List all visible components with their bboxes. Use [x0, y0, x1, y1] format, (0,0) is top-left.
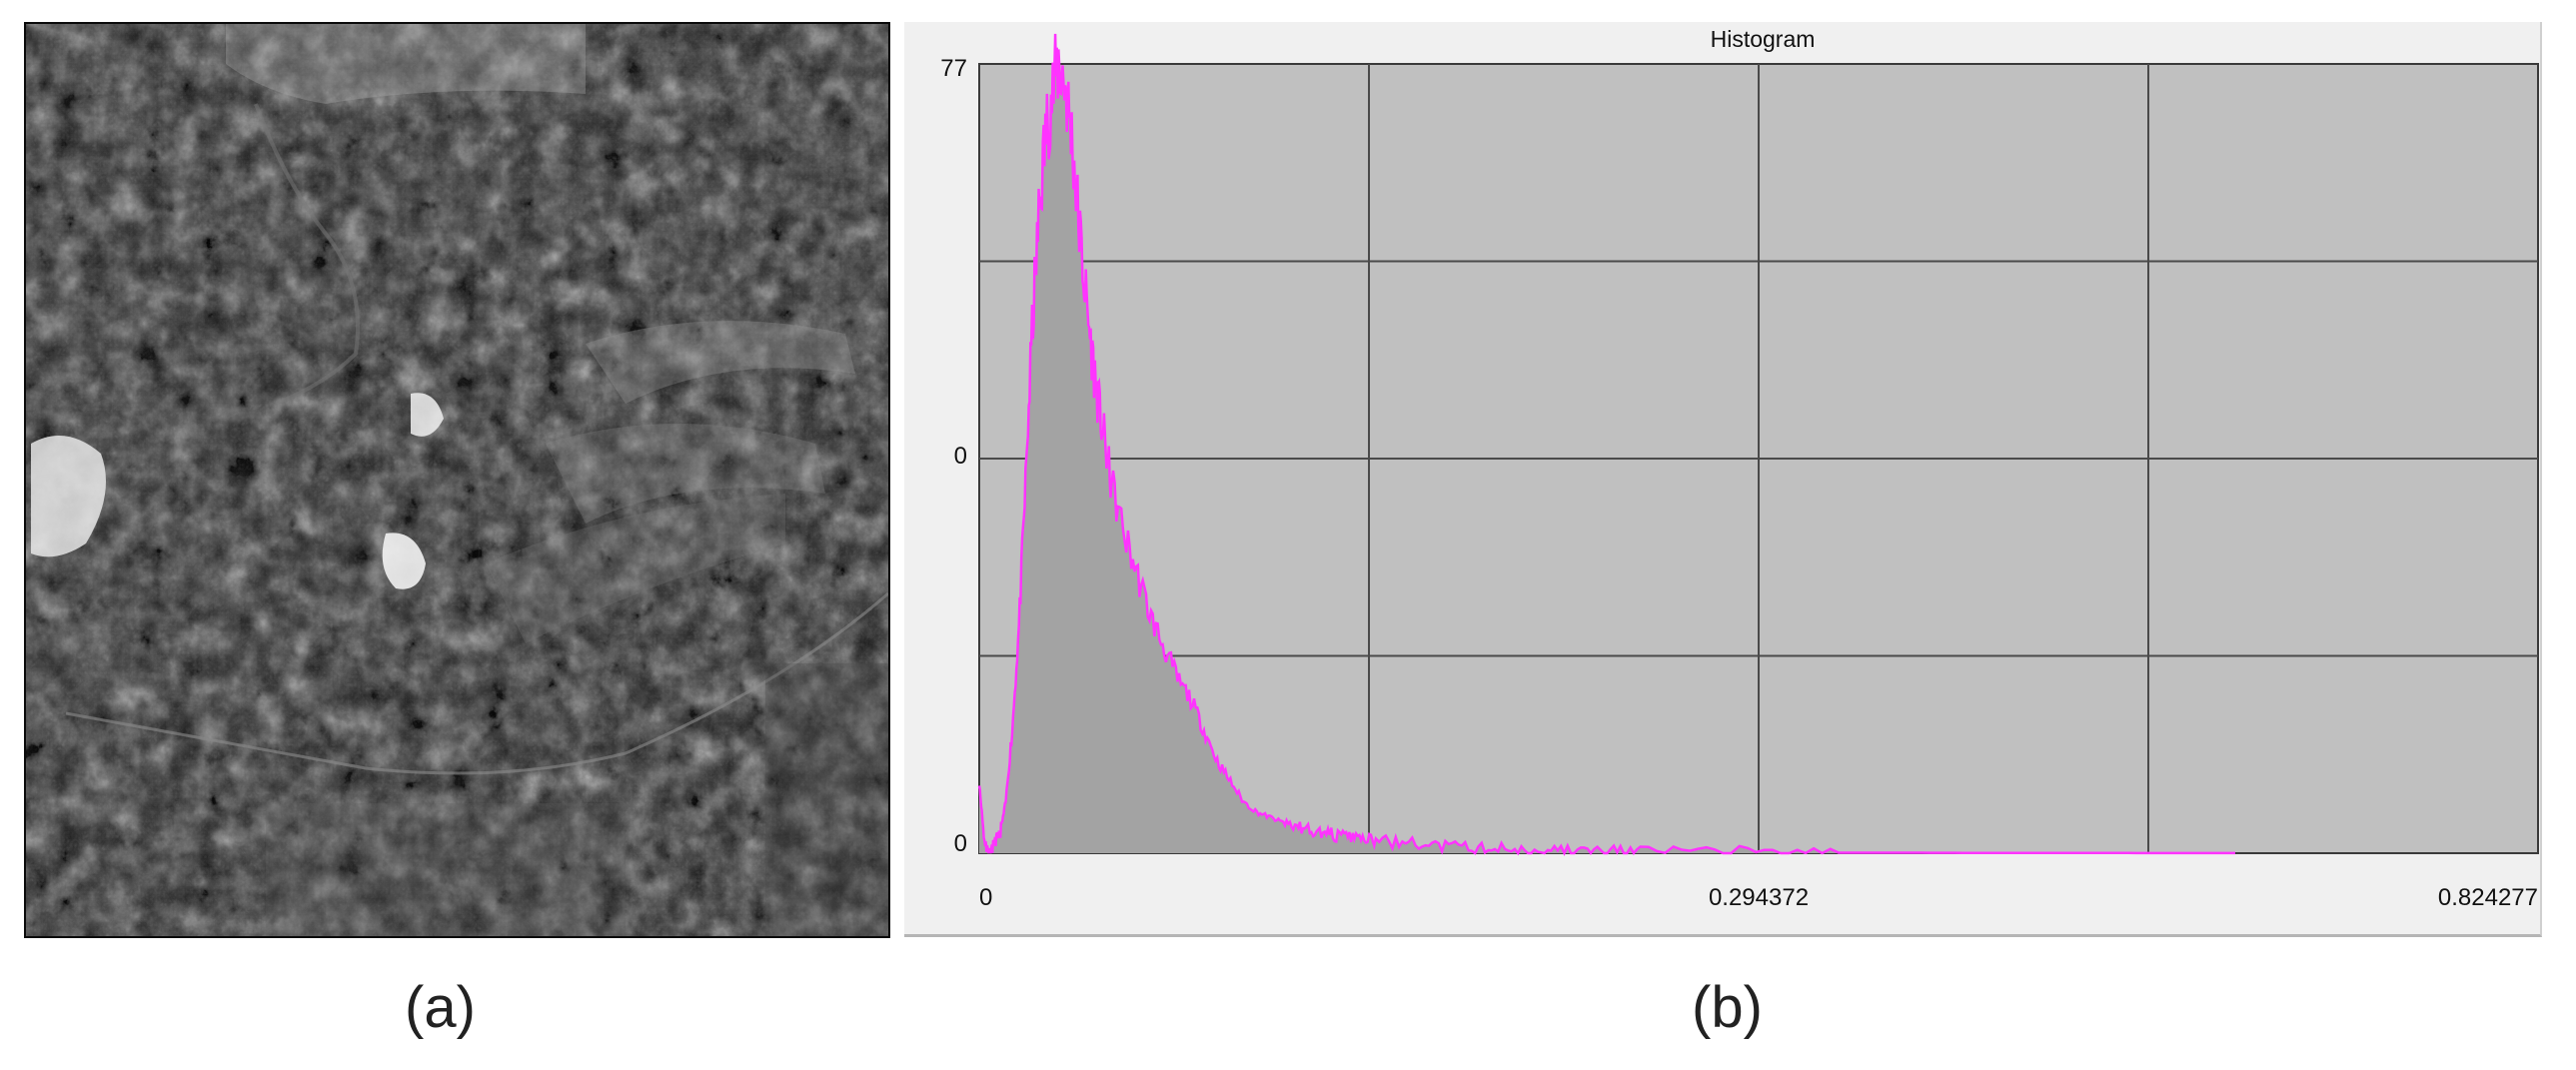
satellite-image	[24, 22, 890, 938]
x-tick-label: 0.294372	[1709, 884, 1809, 911]
y-tick-label: 0	[954, 830, 967, 857]
y-tick-label: 77	[940, 55, 967, 82]
histogram-line	[977, 33, 2235, 857]
histogram-window: Histogram 77 0 0 0 0.294372 0.824277	[904, 22, 2542, 937]
y-tick-label: 0	[954, 443, 967, 470]
chart-title: Histogram	[1711, 26, 1816, 52]
histogram-area	[979, 33, 2235, 853]
plot-area	[977, 33, 2539, 857]
x-tick-label: 0	[979, 884, 992, 911]
panel-label-b: (b)	[1692, 975, 1763, 1040]
x-tick-label: 0.824277	[2438, 884, 2538, 911]
panel-label-a: (a)	[405, 975, 476, 1040]
satellite-image-graphic	[26, 24, 888, 936]
